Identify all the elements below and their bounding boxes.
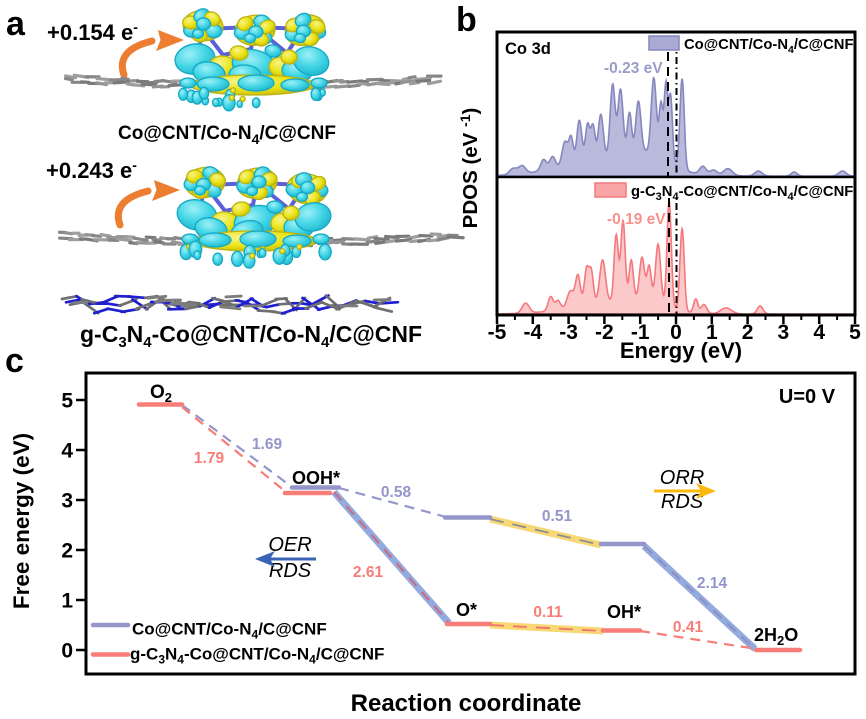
svg-text:2: 2 — [61, 540, 73, 563]
svg-text:-4: -4 — [523, 321, 542, 344]
svg-text:0.41: 0.41 — [673, 619, 704, 636]
svg-text:Co@CNT/Co-N4/C@CNF: Co@CNT/Co-N4/C@CNF — [118, 123, 336, 147]
svg-text:-1: -1 — [631, 321, 650, 344]
svg-text:PDOS (eV -1): PDOS (eV -1) — [457, 108, 482, 229]
svg-text:1.69: 1.69 — [252, 436, 283, 453]
svg-text:-0.23 eV: -0.23 eV — [604, 60, 663, 77]
svg-text:0.51: 0.51 — [542, 508, 573, 525]
svg-text:+0.243 e-: +0.243 e- — [46, 157, 137, 183]
svg-text:-0.19 eV: -0.19 eV — [607, 211, 666, 228]
svg-text:g-C3N4-Co@CNT/Co-N4/C@CNF: g-C3N4-Co@CNT/Co-N4/C@CNF — [631, 184, 853, 203]
svg-text:0: 0 — [670, 321, 682, 344]
svg-text:2H2O: 2H2O — [754, 625, 798, 648]
svg-text:2.14: 2.14 — [697, 575, 728, 592]
svg-text:1.79: 1.79 — [194, 450, 225, 467]
svg-text:Free energy (eV): Free energy (eV) — [9, 433, 34, 609]
svg-text:c: c — [5, 342, 24, 380]
svg-text:OOH*: OOH* — [292, 468, 340, 488]
svg-text:Co@CNT/Co-N4/C@CNF: Co@CNT/Co-N4/C@CNF — [684, 37, 854, 56]
svg-text:1: 1 — [61, 590, 73, 613]
svg-text:Co 3d: Co 3d — [505, 40, 551, 58]
svg-text:-2: -2 — [595, 321, 614, 344]
svg-text:+0.154 e-: +0.154 e- — [47, 19, 138, 45]
svg-text:-5: -5 — [488, 321, 507, 344]
svg-text:-3: -3 — [559, 321, 578, 344]
svg-text:ORR: ORR — [660, 467, 704, 489]
svg-text:0.58: 0.58 — [381, 484, 412, 501]
svg-text:OH*: OH* — [607, 602, 641, 622]
svg-text:g-C3N4-Co@CNT/Co-N4/C@CNF: g-C3N4-Co@CNT/Co-N4/C@CNF — [80, 321, 422, 351]
svg-text:5: 5 — [849, 321, 861, 344]
svg-text:Co@CNT/Co-N4/C@CNF: Co@CNT/Co-N4/C@CNF — [132, 620, 327, 642]
svg-text:OER: OER — [268, 534, 311, 556]
svg-text:4: 4 — [813, 321, 825, 344]
svg-text:Energy (eV): Energy (eV) — [620, 338, 742, 363]
svg-text:3: 3 — [778, 321, 790, 344]
svg-text:g-C3N4-Co@CNT/Co-N4/C@CNF: g-C3N4-Co@CNT/Co-N4/C@CNF — [130, 645, 384, 667]
svg-text:a: a — [6, 5, 26, 43]
svg-text:b: b — [456, 1, 477, 39]
svg-text:1: 1 — [706, 321, 718, 344]
svg-text:RDS: RDS — [661, 491, 704, 513]
svg-text:U=0 V: U=0 V — [779, 386, 836, 408]
svg-text:0: 0 — [61, 640, 73, 663]
svg-text:RDS: RDS — [269, 560, 312, 582]
svg-text:O*: O* — [456, 600, 477, 620]
svg-text:O2: O2 — [150, 382, 172, 405]
svg-text:3: 3 — [61, 490, 73, 513]
svg-text:4: 4 — [61, 440, 73, 463]
svg-text:5: 5 — [61, 390, 73, 413]
svg-text:2.61: 2.61 — [353, 564, 384, 581]
svg-text:0.11: 0.11 — [533, 604, 563, 621]
svg-text:Reaction coordinate: Reaction coordinate — [351, 690, 582, 717]
svg-text:2: 2 — [742, 321, 754, 344]
